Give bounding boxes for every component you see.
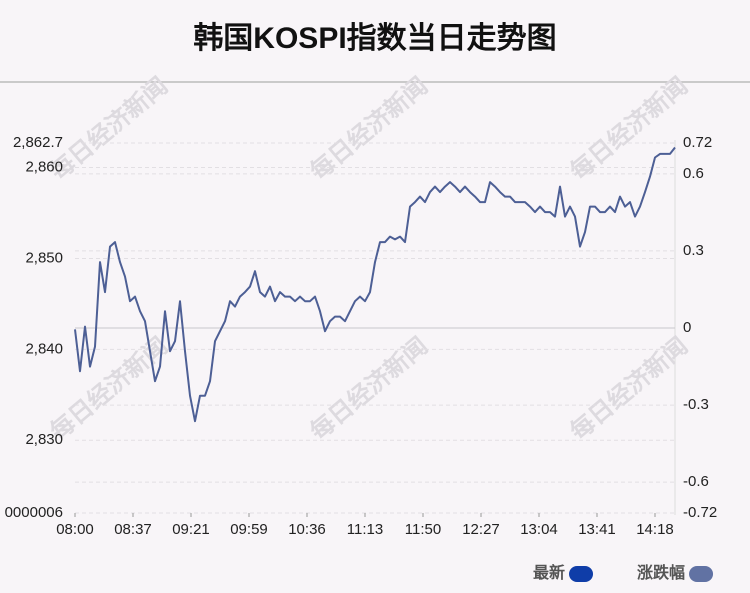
y2-tick-label: 0 — [683, 319, 691, 336]
y2-tick-label: 0.3 — [683, 242, 704, 259]
x-tick-label: 13:04 — [520, 521, 558, 538]
legend-label: 涨跌幅 — [637, 563, 685, 582]
y-tick-label: 0000006 — [5, 504, 63, 521]
x-tick-label: 09:21 — [172, 521, 210, 538]
x-tick-label: 11:50 — [405, 521, 441, 538]
legend-label: 最新 — [533, 563, 565, 582]
y-tick-label: 2,862.7 — [13, 134, 63, 151]
chart-title: 韩国KOSPI指数当日走势图 — [193, 22, 556, 55]
y2-tick-label: -0.72 — [683, 504, 717, 521]
price-line — [74, 146, 676, 423]
y-tick-label: 2,860 — [25, 159, 63, 176]
x-tick-label: 11:13 — [347, 521, 383, 538]
y2-tick-label: 0.72 — [683, 134, 712, 151]
x-tick-label: 12:27 — [462, 521, 500, 538]
y-tick-label: 2,850 — [25, 249, 63, 266]
y-tick-label: 2,830 — [25, 431, 63, 448]
y2-tick-label: 0.6 — [683, 165, 704, 182]
x-tick-label: 08:00 — [56, 521, 94, 538]
legend-swatch — [689, 566, 714, 582]
x-tick-label: 08:37 — [114, 521, 152, 538]
y2-tick-label: -0.3 — [683, 396, 709, 413]
x-tick-label: 14:18 — [636, 521, 674, 538]
y2-tick-label: -0.6 — [683, 473, 709, 490]
legend-swatch — [569, 566, 594, 582]
y-tick-label: 2,840 — [25, 340, 63, 357]
x-tick-label: 10:36 — [288, 521, 326, 538]
x-tick-label: 13:41 — [578, 521, 616, 538]
x-tick-label: 09:59 — [230, 521, 268, 538]
